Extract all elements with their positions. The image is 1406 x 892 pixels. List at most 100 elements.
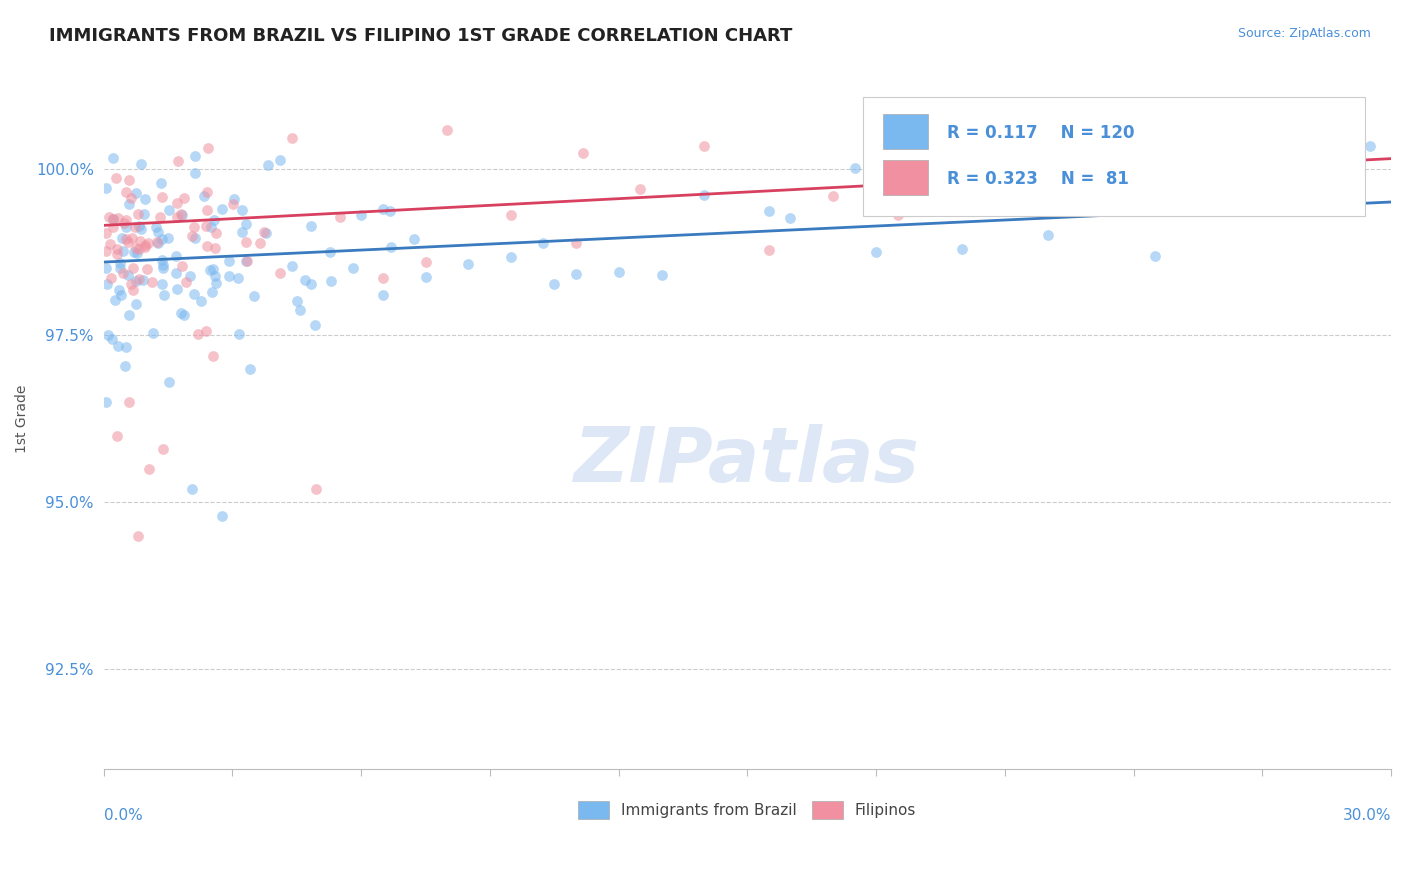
Point — [243, 288, 266, 302]
Point — [166, 210, 188, 224]
Point — [415, 269, 437, 284]
Point — [125, 242, 148, 256]
Point — [97, 210, 120, 224]
Point — [628, 182, 651, 196]
Point — [104, 171, 127, 186]
Point — [149, 210, 172, 224]
Point — [380, 240, 402, 254]
Point — [134, 237, 156, 252]
Point — [299, 277, 322, 292]
Point — [294, 273, 316, 287]
Point — [110, 260, 132, 275]
Point — [211, 202, 233, 217]
Text: R = 0.117    N = 120: R = 0.117 N = 120 — [946, 124, 1135, 142]
Point — [110, 231, 132, 245]
Point — [865, 245, 887, 260]
Point — [1251, 119, 1274, 133]
Point — [202, 261, 225, 276]
Point — [758, 244, 780, 258]
Point — [114, 220, 136, 235]
Point — [94, 261, 117, 276]
Point — [152, 261, 174, 276]
Point — [138, 462, 160, 476]
Point — [564, 268, 586, 282]
Point — [257, 158, 280, 172]
Point — [111, 266, 134, 280]
Point — [201, 285, 224, 299]
Point — [218, 268, 240, 283]
Point — [94, 227, 117, 241]
Point — [118, 172, 141, 186]
Point — [150, 253, 173, 268]
Point — [235, 217, 257, 231]
Point — [543, 277, 565, 291]
Point — [321, 273, 343, 287]
Point — [170, 260, 193, 274]
Point — [193, 188, 215, 202]
Point — [190, 293, 212, 308]
Point — [122, 244, 145, 259]
Point — [205, 226, 228, 240]
Bar — [883, 160, 928, 194]
Point — [108, 283, 131, 297]
Point — [97, 328, 120, 343]
Legend: Immigrants from Brazil, Filipinos: Immigrants from Brazil, Filipinos — [572, 795, 922, 825]
Point — [170, 305, 193, 319]
Point — [115, 212, 138, 227]
Point — [844, 161, 866, 175]
Point — [305, 482, 328, 496]
Point — [115, 231, 138, 245]
Point — [121, 261, 143, 276]
Point — [693, 138, 716, 153]
Point — [253, 225, 276, 239]
Point — [134, 207, 156, 221]
Point — [181, 482, 204, 496]
Point — [146, 235, 169, 250]
Text: R = 0.323    N =  81: R = 0.323 N = 81 — [946, 169, 1129, 187]
Point — [150, 190, 173, 204]
Text: Source: ZipAtlas.com: Source: ZipAtlas.com — [1237, 27, 1371, 40]
Point — [404, 232, 426, 246]
Point — [105, 246, 128, 260]
Point — [156, 231, 179, 245]
Point — [218, 254, 240, 268]
Point — [125, 186, 148, 201]
Point — [371, 271, 394, 285]
Point — [127, 529, 149, 543]
Point — [329, 210, 352, 224]
Point — [281, 259, 304, 273]
Point — [117, 268, 139, 282]
Point — [195, 239, 218, 253]
Point — [204, 241, 226, 255]
Point — [231, 202, 253, 217]
Point — [304, 318, 326, 333]
Point — [128, 242, 150, 256]
Point — [183, 287, 205, 301]
Point — [142, 326, 165, 340]
Point — [318, 245, 340, 260]
Point — [120, 191, 142, 205]
Point — [1358, 139, 1381, 153]
Point — [101, 212, 124, 227]
Point — [166, 153, 188, 168]
Point — [183, 220, 205, 235]
Point — [165, 249, 187, 263]
Point — [211, 508, 233, 523]
Point — [204, 268, 226, 283]
Point — [170, 208, 193, 222]
Point — [269, 266, 291, 280]
Point — [129, 221, 152, 235]
Point — [153, 287, 176, 301]
Point — [371, 287, 394, 301]
Point — [415, 255, 437, 269]
Point — [183, 230, 205, 244]
Point — [173, 309, 195, 323]
Point — [184, 149, 207, 163]
Point — [607, 265, 630, 279]
Point — [94, 395, 117, 409]
Y-axis label: 1st Grade: 1st Grade — [15, 384, 30, 453]
Point — [112, 244, 135, 258]
Point — [150, 277, 173, 291]
Point — [150, 232, 173, 246]
Point — [650, 268, 672, 283]
